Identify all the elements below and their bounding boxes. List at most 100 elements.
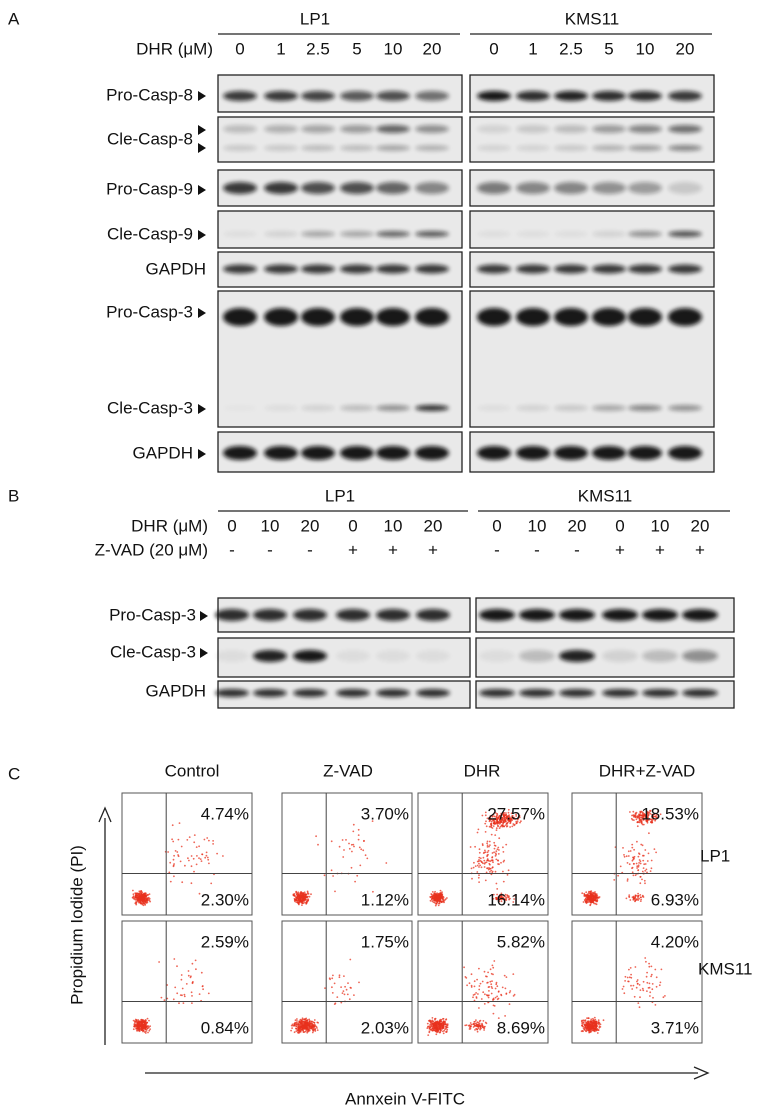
event-dot bbox=[479, 1023, 481, 1025]
event-dot bbox=[484, 1003, 486, 1005]
zvad-sign: - bbox=[267, 540, 273, 559]
event-dot bbox=[583, 1027, 585, 1029]
band bbox=[516, 125, 550, 133]
event-dot bbox=[294, 1031, 296, 1033]
band bbox=[479, 609, 515, 621]
band bbox=[554, 265, 588, 274]
event-dot bbox=[495, 983, 497, 985]
zvad-sign: + bbox=[388, 540, 398, 559]
event-dot bbox=[650, 870, 652, 872]
band bbox=[415, 265, 449, 274]
quadrant-percent: 16.14% bbox=[487, 890, 545, 909]
event-dot bbox=[178, 839, 180, 841]
event-dot bbox=[640, 989, 642, 991]
event-dot bbox=[478, 881, 480, 883]
zvad-sign: - bbox=[229, 540, 235, 559]
event-dot bbox=[310, 1028, 312, 1030]
event-dot bbox=[307, 891, 309, 893]
band bbox=[376, 609, 410, 621]
zvad-sign: + bbox=[695, 540, 705, 559]
band bbox=[516, 265, 550, 274]
event-dot bbox=[365, 854, 367, 856]
event-dot bbox=[632, 811, 634, 813]
band bbox=[215, 609, 249, 621]
event-dot bbox=[303, 893, 305, 895]
event-dot bbox=[644, 880, 646, 882]
event-dot bbox=[298, 1021, 300, 1023]
event-dot bbox=[305, 894, 307, 896]
event-dot bbox=[589, 1031, 591, 1033]
event-dot bbox=[351, 851, 353, 853]
event-dot bbox=[438, 896, 440, 898]
event-dot bbox=[296, 898, 298, 900]
event-dot bbox=[639, 853, 641, 855]
event-dot bbox=[436, 1023, 438, 1025]
event-dot bbox=[360, 848, 362, 850]
band bbox=[642, 650, 678, 662]
event-dot bbox=[639, 859, 641, 861]
event-dot bbox=[471, 868, 473, 870]
event-dot bbox=[492, 867, 494, 869]
event-dot bbox=[172, 841, 174, 843]
event-dot bbox=[632, 857, 634, 859]
event-dot bbox=[441, 891, 443, 893]
event-dot bbox=[140, 902, 142, 904]
quadrant-percent: 2.03% bbox=[361, 1018, 409, 1037]
dose: 20 bbox=[691, 516, 710, 535]
event-dot bbox=[133, 893, 135, 895]
zvad-sign: + bbox=[615, 540, 625, 559]
event-dot bbox=[161, 997, 163, 999]
event-dot bbox=[436, 1032, 438, 1034]
event-dot bbox=[591, 901, 593, 903]
band bbox=[293, 689, 327, 697]
event-dot bbox=[509, 826, 511, 828]
band bbox=[264, 231, 298, 237]
event-dot bbox=[303, 902, 305, 904]
event-dot bbox=[334, 983, 336, 985]
event-dot bbox=[482, 991, 484, 993]
band bbox=[668, 231, 702, 237]
band bbox=[376, 91, 410, 101]
event-dot bbox=[480, 860, 482, 862]
event-dot bbox=[643, 896, 645, 898]
event-dot bbox=[582, 1030, 584, 1032]
event-dot bbox=[195, 968, 197, 970]
arrow-marker bbox=[198, 143, 206, 153]
event-dot bbox=[587, 1020, 589, 1022]
event-dot bbox=[598, 1029, 600, 1031]
event-dot bbox=[186, 983, 188, 985]
event-dot bbox=[583, 901, 585, 903]
band bbox=[223, 308, 257, 326]
dose: 0 bbox=[489, 39, 498, 58]
event-dot bbox=[632, 867, 634, 869]
event-dot bbox=[482, 844, 484, 846]
quadrant-percent: 4.20% bbox=[651, 932, 699, 951]
event-dot bbox=[297, 1025, 299, 1027]
dose: 2.5 bbox=[306, 39, 330, 58]
event-dot bbox=[651, 966, 653, 968]
event-dot bbox=[590, 1022, 592, 1024]
event-dot bbox=[427, 1023, 429, 1025]
event-dot bbox=[486, 842, 488, 844]
event-dot bbox=[483, 1020, 485, 1022]
band bbox=[223, 182, 257, 194]
arrow-marker bbox=[198, 91, 206, 101]
event-dot bbox=[595, 896, 597, 898]
event-dot bbox=[478, 829, 480, 831]
event-dot bbox=[433, 899, 435, 901]
event-dot bbox=[632, 819, 634, 821]
quadrant-percent: 8.69% bbox=[497, 1018, 545, 1037]
band bbox=[340, 405, 374, 411]
event-dot bbox=[435, 899, 437, 901]
band bbox=[264, 446, 298, 460]
event-dot bbox=[200, 858, 202, 860]
event-dot bbox=[471, 878, 473, 880]
event-dot bbox=[442, 1023, 444, 1025]
event-dot bbox=[436, 896, 438, 898]
band bbox=[376, 308, 410, 326]
event-dot bbox=[484, 993, 486, 995]
event-dot bbox=[437, 1028, 439, 1030]
event-dot bbox=[208, 993, 210, 995]
band bbox=[215, 650, 249, 662]
event-dot bbox=[633, 863, 635, 865]
